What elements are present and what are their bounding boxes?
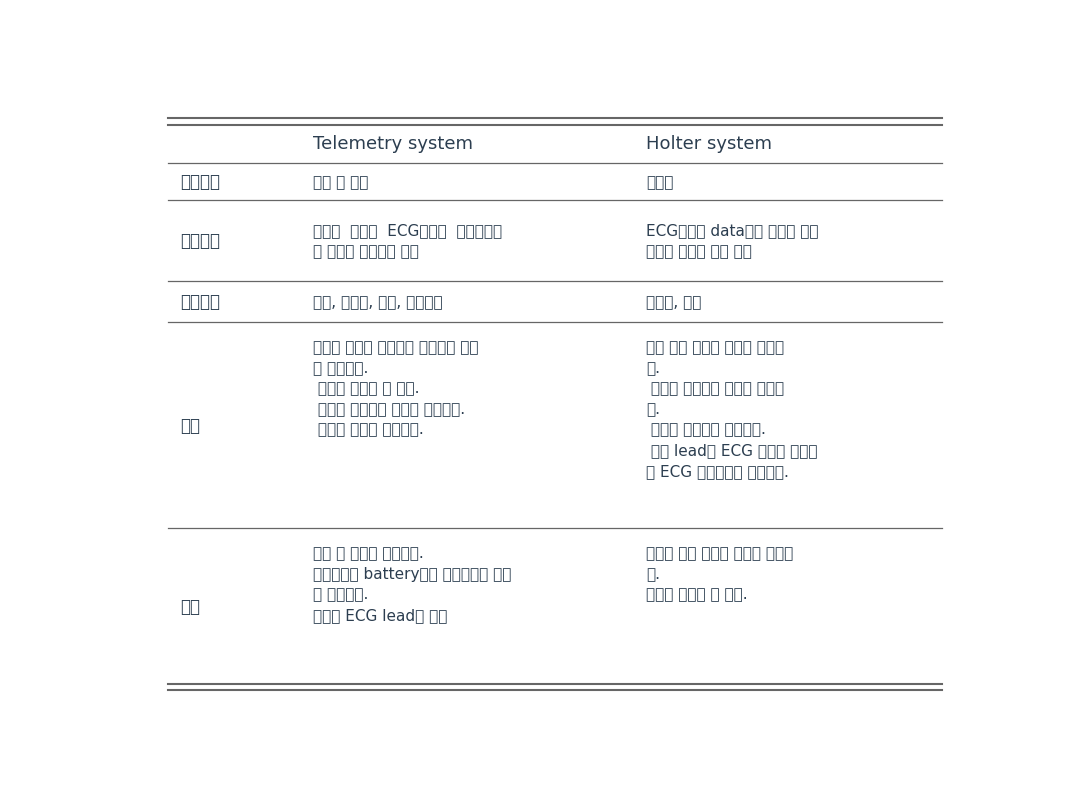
Text: 동물의 재사용 가능하다.: 동물의 재사용 가능하다.	[314, 422, 424, 437]
Text: Telemetry system: Telemetry system	[314, 135, 474, 153]
Text: 심전도, 체온: 심전도, 체온	[647, 294, 701, 309]
Text: 비수술: 비수술	[647, 174, 673, 190]
Text: 혈압을 측정할 수 없다.: 혈압을 측정할 수 없다.	[647, 587, 748, 602]
Text: 이 가능하다.: 이 가능하다.	[314, 360, 368, 375]
Text: 다.: 다.	[647, 401, 661, 416]
Text: 수술여부: 수술여부	[180, 174, 220, 191]
Text: 의 압력을 무선으로 송신: 의 압력을 무선으로 송신	[314, 244, 419, 259]
Text: 송신장치의 battery수명 기간까지만 사용: 송신장치의 battery수명 기간까지만 사용	[314, 566, 511, 581]
Text: 측정항목: 측정항목	[180, 293, 220, 311]
Text: 수술 및 치료가 필요하다.: 수술 및 치료가 필요하다.	[314, 546, 424, 560]
Text: 동물이 완전히 자유로운 상태에서 측정: 동물이 완전히 자유로운 상태에서 측정	[314, 340, 479, 354]
Text: 이 가능하다.: 이 가능하다.	[314, 587, 368, 602]
Text: 장시간 연속적인 측정이 가능하다.: 장시간 연속적인 측정이 가능하다.	[314, 401, 465, 416]
Text: 혈압, 심전도, 체온, 좌심실압: 혈압, 심전도, 체온, 좌심실압	[314, 294, 442, 309]
Text: 자켓에 대한 동물의 적응이 필요하: 자켓에 대한 동물의 적응이 필요하	[647, 546, 794, 560]
Text: 측정방식: 측정방식	[180, 232, 220, 250]
Text: 다.: 다.	[647, 566, 661, 581]
Text: 여러 lead의 ECG 측정이 가능하: 여러 lead의 ECG 측정이 가능하	[647, 443, 817, 457]
Text: 동물의 재사용이 가능하다.: 동물의 재사용이 가능하다.	[647, 422, 766, 437]
Text: 수술 후 완치: 수술 후 완치	[314, 174, 368, 190]
Text: 다.: 다.	[647, 360, 661, 375]
Text: 한가지 ECG lead만 가능: 한가지 ECG lead만 가능	[314, 607, 448, 623]
Text: 장점: 장점	[180, 416, 200, 434]
Text: ECG전극과 data저장 장치가 달린: ECG전극과 data저장 장치가 달린	[647, 223, 818, 238]
Text: 단점: 단점	[180, 597, 200, 616]
Text: Holter system: Holter system	[647, 135, 772, 153]
Text: 체내에  삽입된  ECG전극과  혈압카테터: 체내에 삽입된 ECG전극과 혈압카테터	[314, 223, 503, 238]
Text: 자켓을 동물에 입혀 측정: 자켓을 동물에 입혀 측정	[647, 244, 752, 259]
Text: 수술 하지 않고도 측정이 가능하: 수술 하지 않고도 측정이 가능하	[647, 340, 784, 354]
Text: 장시간 연속적인 측정이 가능하: 장시간 연속적인 측정이 가능하	[647, 381, 784, 396]
Text: 여 ECG 파형진단에 유용하다.: 여 ECG 파형진단에 유용하다.	[647, 463, 789, 478]
Text: 혈압을 측정할 수 있다.: 혈압을 측정할 수 있다.	[314, 381, 420, 396]
